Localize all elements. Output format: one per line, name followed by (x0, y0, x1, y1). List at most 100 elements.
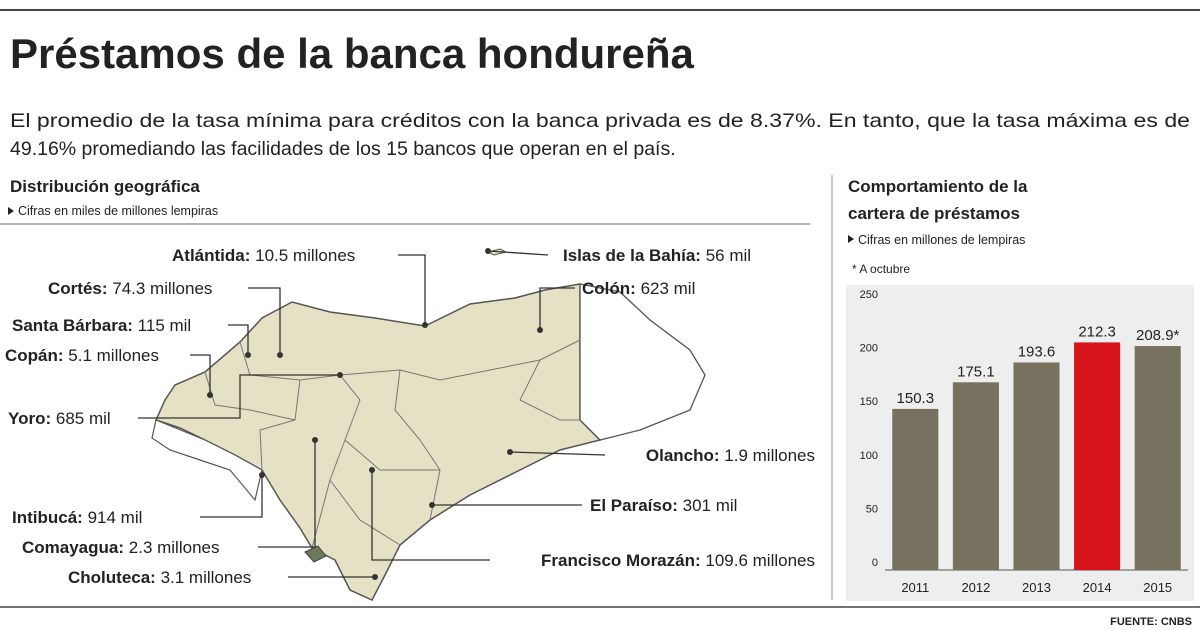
dept-line (344, 439, 440, 471)
amount: 109.6 millones (705, 551, 815, 570)
value-label: 208.9* (1136, 327, 1180, 344)
region: Santa Bárbara: (12, 316, 133, 335)
leader (539, 287, 575, 330)
amount: 10.5 millones (255, 246, 355, 265)
y-tick-label: 250 (860, 289, 878, 301)
region: Comayagua: (22, 538, 124, 557)
dot (372, 574, 378, 580)
region: Atlántida: (172, 246, 250, 265)
dot (207, 392, 213, 398)
dot (537, 327, 543, 333)
value-label: 193.6 (1018, 343, 1056, 360)
dot (277, 352, 283, 358)
leader (138, 374, 340, 419)
leader (190, 354, 211, 395)
map-label: Copán: 5.1 millones (5, 346, 159, 365)
dept-line (519, 359, 580, 421)
bar (1134, 346, 1181, 570)
leader (200, 475, 263, 518)
amount: 685 mil (56, 409, 111, 428)
region: Olancho: (646, 446, 720, 465)
lempira (151, 419, 263, 502)
leader (509, 451, 606, 456)
region: Choluteca: (68, 568, 156, 587)
dot (422, 322, 428, 328)
dot (245, 352, 251, 358)
amount: 2.3 millones (129, 538, 220, 557)
y-tick-label: 200 (860, 343, 878, 355)
bar (892, 408, 939, 570)
region: Yoro: (8, 409, 51, 428)
amount: 1.9 millones (724, 446, 815, 465)
map-label: Islas de la Bahía: 56 mil (563, 246, 751, 265)
map-title: Distribución geográfica (10, 177, 200, 196)
x-tick-label: 2013 (1022, 580, 1051, 595)
dot (429, 502, 435, 508)
map-label: Intibucá: 914 mil (12, 508, 142, 527)
gracias-a-dios (579, 283, 706, 441)
y-tick-label: 50 (866, 503, 878, 515)
intro-line: El promedio de la tasa mínima para crédi… (10, 110, 1190, 132)
amount: 623 mil (641, 279, 696, 298)
map-label: Yoro: 685 mil (8, 409, 111, 428)
region: Copán: (5, 346, 64, 365)
region: Islas de la Bahía: (563, 246, 701, 265)
leader (248, 287, 281, 355)
bar (1013, 362, 1060, 570)
leader (371, 470, 490, 561)
region: Intibucá: (12, 508, 83, 527)
y-tick-label: 150 (860, 396, 878, 408)
amount: 301 mil (683, 496, 738, 515)
leader (258, 440, 316, 548)
dot (507, 449, 513, 455)
value-label: 212.3 (1078, 323, 1116, 340)
gulf-islands (304, 545, 327, 563)
region: El Paraíso: (590, 496, 678, 515)
bullet (8, 207, 14, 215)
map-label: Olancho: 1.9 millones (646, 446, 815, 465)
bar (1074, 342, 1121, 570)
intro-line: 49.16% promediando las facilidades de lo… (10, 138, 676, 160)
map-label: Francisco Morazán: 109.6 millones (541, 551, 815, 570)
leader (228, 324, 249, 355)
amount: 5.1 millones (68, 346, 159, 365)
map-label: Comayagua: 2.3 millones (22, 538, 219, 557)
dept-line (259, 379, 301, 471)
y-tick-label: 0 (872, 557, 878, 569)
dot (259, 472, 265, 478)
amount: 914 mil (88, 508, 143, 527)
dot (485, 248, 491, 254)
source: FUENTE: CNBS (1110, 616, 1192, 628)
amount: 74.3 millones (112, 279, 212, 298)
map-label: Choluteca: 3.1 millones (68, 568, 251, 587)
amount: 3.1 millones (161, 568, 252, 587)
x-tick-label: 2011 (901, 580, 929, 595)
y-tick-label: 100 (860, 450, 878, 462)
region: Colón: (582, 279, 636, 298)
dot (337, 372, 343, 378)
map-leaders (138, 248, 606, 580)
plot: 0 50 100 150 200 250 150.3 2011 175.1 2012 193.6 20… (860, 289, 1188, 595)
land (154, 283, 602, 601)
value-label: 175.1 (957, 363, 995, 380)
region: Francisco Morazán: (541, 551, 701, 570)
x-tick-label: 2014 (1083, 580, 1112, 595)
chart-title: cartera de préstamos (848, 204, 1020, 223)
x-tick-label: 2012 (961, 580, 990, 595)
chart-note: * A octubre (852, 262, 910, 276)
map (151, 248, 706, 601)
map-label: El Paraíso: 301 mil (590, 496, 737, 515)
map-label: Santa Bárbara: 115 mil (12, 316, 191, 335)
chart-title: Comportamiento de la (848, 177, 1028, 196)
dot (312, 437, 318, 443)
map-label: Atlántida: 10.5 millones (172, 246, 355, 265)
amount: 115 mil (138, 316, 192, 335)
value-label: 150.3 (897, 390, 935, 407)
dept-line (329, 479, 401, 546)
region: Cortés: (48, 279, 108, 298)
dot (369, 467, 375, 473)
title: Préstamos de la banca hondureña (10, 30, 695, 77)
dept-line (394, 369, 441, 521)
